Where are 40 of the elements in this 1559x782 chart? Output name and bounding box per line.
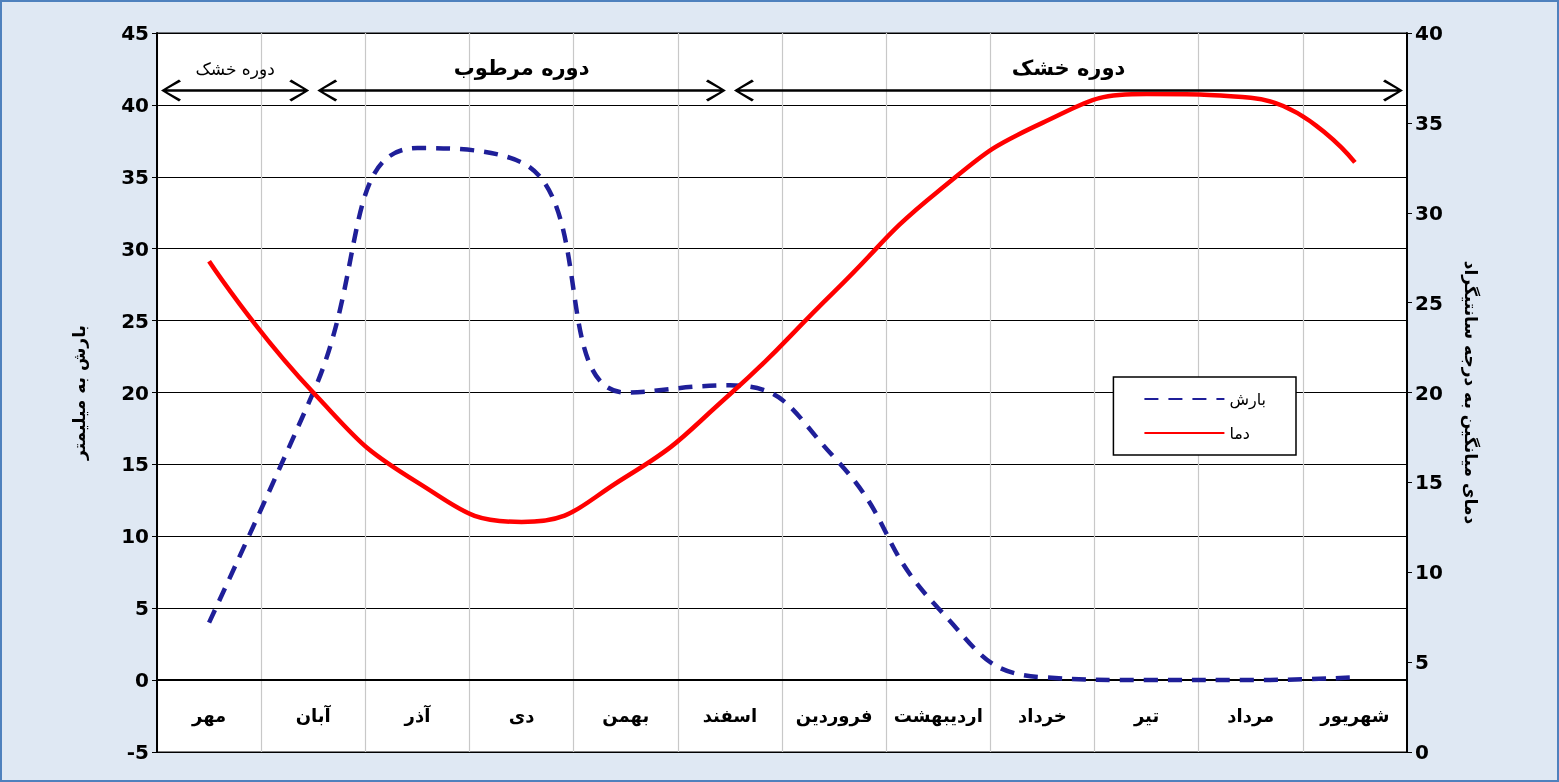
legend-label: دما xyxy=(1229,423,1250,443)
y-tick-label: 0 xyxy=(135,668,149,693)
y-tick-label: 20 xyxy=(121,380,149,405)
y2-tick-label: 25 xyxy=(1415,290,1443,315)
y2-tick-label: 40 xyxy=(1415,21,1443,45)
annotation: دوره خشک xyxy=(195,58,275,79)
y-tick-label: -5 xyxy=(126,740,149,764)
y-axis-title: بارش به میلیمتر xyxy=(68,325,90,461)
x-tick-label: مهر xyxy=(190,704,227,727)
x-tick-label: دی xyxy=(508,704,535,726)
y2-tick-label: 35 xyxy=(1415,110,1443,135)
x-tick-label: آبان xyxy=(295,703,332,726)
y2-tick-label: 30 xyxy=(1415,200,1443,225)
x-tick-label: آذر xyxy=(403,703,432,726)
y2-tick-label: 15 xyxy=(1415,470,1443,495)
y-tick-label: 10 xyxy=(121,524,149,549)
y2-tick-label: 10 xyxy=(1415,560,1443,585)
y2-tick-label: 0 xyxy=(1415,740,1429,764)
x-tick-label: اسفند xyxy=(702,704,758,726)
y-tick-label: 25 xyxy=(121,308,149,333)
line-series xyxy=(206,91,1358,525)
x-tick-label: اردیبهشت xyxy=(893,704,983,727)
y2-tick-label: 5 xyxy=(1415,650,1429,675)
annotation: دوره خشک xyxy=(1011,55,1126,80)
y-tick-label: 40 xyxy=(121,92,149,117)
y-tick-label: 15 xyxy=(121,452,149,477)
y2-tick-label: 20 xyxy=(1415,380,1443,405)
x-tick-label: تیر xyxy=(1132,704,1160,727)
y2-axis-title: دمای میانگین به درجه سانتیگراد xyxy=(1459,260,1481,525)
x-tick-label: بهمن xyxy=(602,704,650,727)
x-tick-label: شهریور xyxy=(1319,704,1390,727)
y-tick-label: 35 xyxy=(121,164,149,189)
y-tick-label: 45 xyxy=(121,21,149,45)
x-tick-label: خرداد xyxy=(1018,704,1067,727)
x-tick-label: فروردین xyxy=(795,704,873,727)
y-tick-label: 30 xyxy=(121,236,149,261)
annotation: دوره مرطوب xyxy=(453,55,590,80)
y-tick-label: 5 xyxy=(135,596,149,621)
legend-label: بارش xyxy=(1229,389,1267,410)
x-tick-label: مرداد xyxy=(1227,704,1275,727)
